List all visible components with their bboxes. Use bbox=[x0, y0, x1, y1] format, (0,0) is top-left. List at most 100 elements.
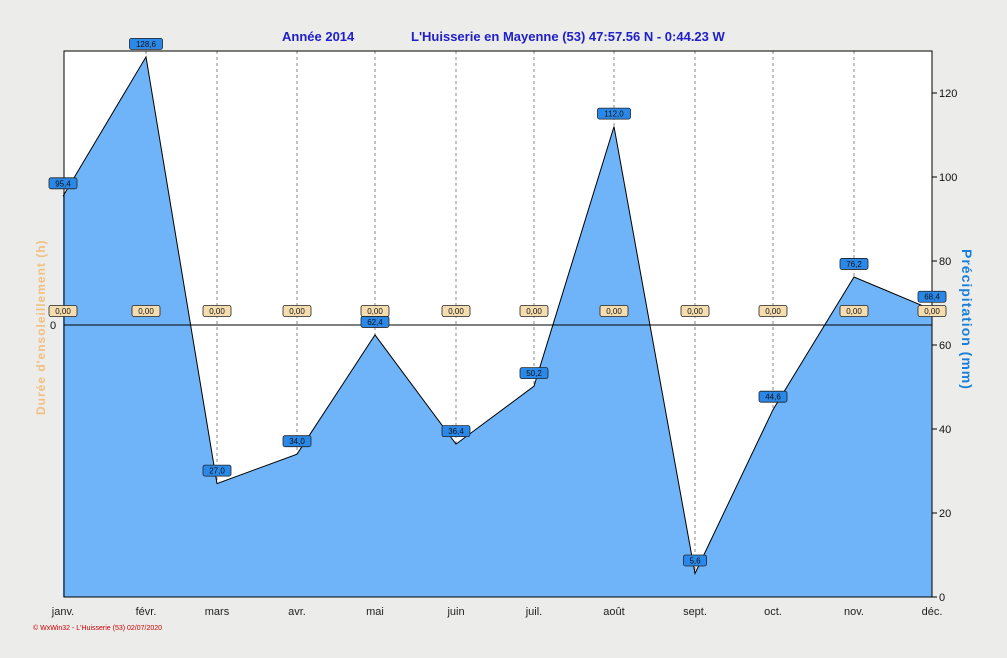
sunshine-label-text: 0,00 bbox=[606, 307, 622, 316]
sunshine-label: 0,00 bbox=[48, 305, 78, 317]
precipitation-label-text: 62,4 bbox=[367, 318, 383, 327]
sunshine-label: 0,00 bbox=[360, 305, 390, 317]
precipitation-label: 112,0 bbox=[597, 107, 631, 120]
sunshine-label-box bbox=[48, 305, 78, 317]
sunshine-label: 0,00 bbox=[282, 305, 312, 317]
x-tick-label: avr. bbox=[288, 606, 306, 618]
sunshine-label-box bbox=[519, 305, 549, 317]
x-tick-label: nov. bbox=[844, 606, 864, 618]
y-tick-label: 40 bbox=[939, 424, 951, 436]
x-tick-label: janv. bbox=[51, 606, 74, 618]
precipitation-label-box bbox=[839, 258, 869, 270]
sunshine-label-text: 0,00 bbox=[924, 307, 940, 316]
sunshine-label-text: 0,00 bbox=[448, 307, 464, 316]
precipitation-label-text: 36,4 bbox=[448, 427, 464, 436]
sunshine-label-text: 0,00 bbox=[765, 307, 781, 316]
sunshine-label-box bbox=[917, 305, 947, 317]
left-axis-tick-0: 0 bbox=[50, 320, 56, 332]
precipitation-label-box bbox=[48, 177, 78, 190]
precipitation-label: 128,6 bbox=[129, 37, 163, 50]
precipitation-label: 62,4 bbox=[360, 316, 390, 328]
sunshine-label-box bbox=[131, 305, 161, 317]
precipitation-line bbox=[62, 55, 933, 576]
sunshine-label-text: 0,00 bbox=[526, 307, 542, 316]
data-labels: 0,00 0,00 0,00 0,00 0,00 0,00 0,00 0,00 0,00 0,00… bbox=[48, 37, 947, 567]
sunshine-label-text: 0,00 bbox=[209, 307, 225, 316]
sunshine-label-text: 0,00 bbox=[55, 307, 71, 316]
precipitation-label-text: 34,0 bbox=[289, 437, 305, 446]
x-tick-label: déc. bbox=[922, 606, 943, 618]
y-tick-label: 0 bbox=[939, 592, 945, 604]
precipitation-label-box bbox=[360, 316, 390, 328]
precipitation-label-box bbox=[202, 464, 232, 477]
x-axis-labels: janv. févr. mars avr. mai juin juil. août sept. o… bbox=[51, 606, 943, 618]
left-axis-title: Durée d'ensoleillement (h) bbox=[34, 239, 48, 415]
sunshine-label: 0,00 bbox=[839, 305, 869, 317]
precipitation-label: 95,4 bbox=[48, 177, 78, 190]
sunshine-label-box bbox=[680, 305, 710, 317]
sunshine-label: 0,00 bbox=[758, 305, 788, 317]
sunshine-label-box bbox=[441, 305, 471, 317]
precipitation-label-box bbox=[441, 425, 471, 438]
precipitation-label-box bbox=[758, 390, 788, 403]
x-tick-label: févr. bbox=[136, 606, 157, 618]
precipitation-label-box bbox=[282, 435, 312, 448]
precipitation-label-box bbox=[597, 107, 631, 120]
sunshine-label: 0,00 bbox=[599, 305, 629, 317]
sunshine-label-box bbox=[758, 305, 788, 317]
y-tick-label: 100 bbox=[939, 172, 957, 184]
x-tick-label: mars bbox=[205, 606, 230, 618]
precipitation-label-text: 112,0 bbox=[604, 110, 624, 119]
precipitation-label: 27,0 bbox=[202, 464, 232, 477]
sunshine-label: 0,00 bbox=[917, 305, 947, 317]
x-tick-label: oct. bbox=[764, 606, 782, 618]
precipitation-label-text: 50,2 bbox=[526, 369, 542, 378]
precipitation-label: 50,2 bbox=[519, 367, 549, 380]
sunshine-label-box bbox=[839, 305, 869, 317]
precipitation-label: 36,4 bbox=[441, 425, 471, 438]
precipitation-label-box bbox=[519, 367, 549, 380]
precipitation-label-text: 5,6 bbox=[689, 556, 701, 565]
precipitation-label: 5,6 bbox=[683, 554, 707, 567]
y-tick-label: 60 bbox=[939, 340, 951, 352]
precipitation-label: 44,6 bbox=[758, 390, 788, 403]
precipitation-label: 76,2 bbox=[839, 258, 869, 270]
sunshine-label: 0,00 bbox=[131, 305, 161, 317]
right-axis-ticks: 0 20 40 60 80 100 120 bbox=[932, 88, 957, 604]
sunshine-label: 0,00 bbox=[202, 305, 232, 317]
x-tick-label: août bbox=[603, 606, 624, 618]
precipitation-label: 68,4 bbox=[917, 290, 947, 303]
right-axis-title: Précipitation (mm) bbox=[959, 249, 975, 390]
sunshine-label-box bbox=[202, 305, 232, 317]
x-tick-label: sept. bbox=[683, 606, 707, 618]
sunshine-label-text: 0,00 bbox=[289, 307, 305, 316]
sunshine-label-text: 0,00 bbox=[367, 307, 383, 316]
precipitation-label-text: 68,4 bbox=[924, 293, 940, 302]
precipitation-label-text: 76,2 bbox=[846, 260, 862, 269]
sunshine-label-text: 0,00 bbox=[846, 307, 862, 316]
footer-credit: © WxWin32 - L'Huisserie (53) 02/07/2020 bbox=[33, 624, 162, 632]
x-tick-label: mai bbox=[366, 606, 384, 618]
sunshine-label: 0,00 bbox=[680, 305, 710, 317]
precipitation-label: 34,0 bbox=[282, 435, 312, 448]
precipitation-label-box bbox=[917, 290, 947, 303]
chart-title-location: L'Huisserie en Mayenne (53) 47:57.56 N -… bbox=[411, 29, 726, 44]
precipitation-area bbox=[63, 56, 932, 597]
sunshine-label: 0,00 bbox=[441, 305, 471, 317]
sunshine-label: 0,00 bbox=[519, 305, 549, 317]
y-tick-label: 80 bbox=[939, 256, 951, 268]
sunshine-label-text: 0,00 bbox=[138, 307, 154, 316]
x-tick-label: juin bbox=[446, 606, 464, 618]
precipitation-label-box bbox=[129, 37, 163, 50]
precipitation-label-box bbox=[683, 554, 707, 567]
y-tick-label: 20 bbox=[939, 508, 951, 520]
sunshine-label-text: 0,00 bbox=[687, 307, 703, 316]
x-tick-label: juil. bbox=[525, 606, 543, 618]
sunshine-label-box bbox=[282, 305, 312, 317]
precipitation-label-text: 44,6 bbox=[765, 393, 781, 402]
precipitation-label-text: 27,0 bbox=[209, 467, 225, 476]
plot-frame bbox=[63, 50, 933, 598]
sunshine-label-box bbox=[599, 305, 629, 317]
y-tick-label: 120 bbox=[939, 88, 957, 100]
